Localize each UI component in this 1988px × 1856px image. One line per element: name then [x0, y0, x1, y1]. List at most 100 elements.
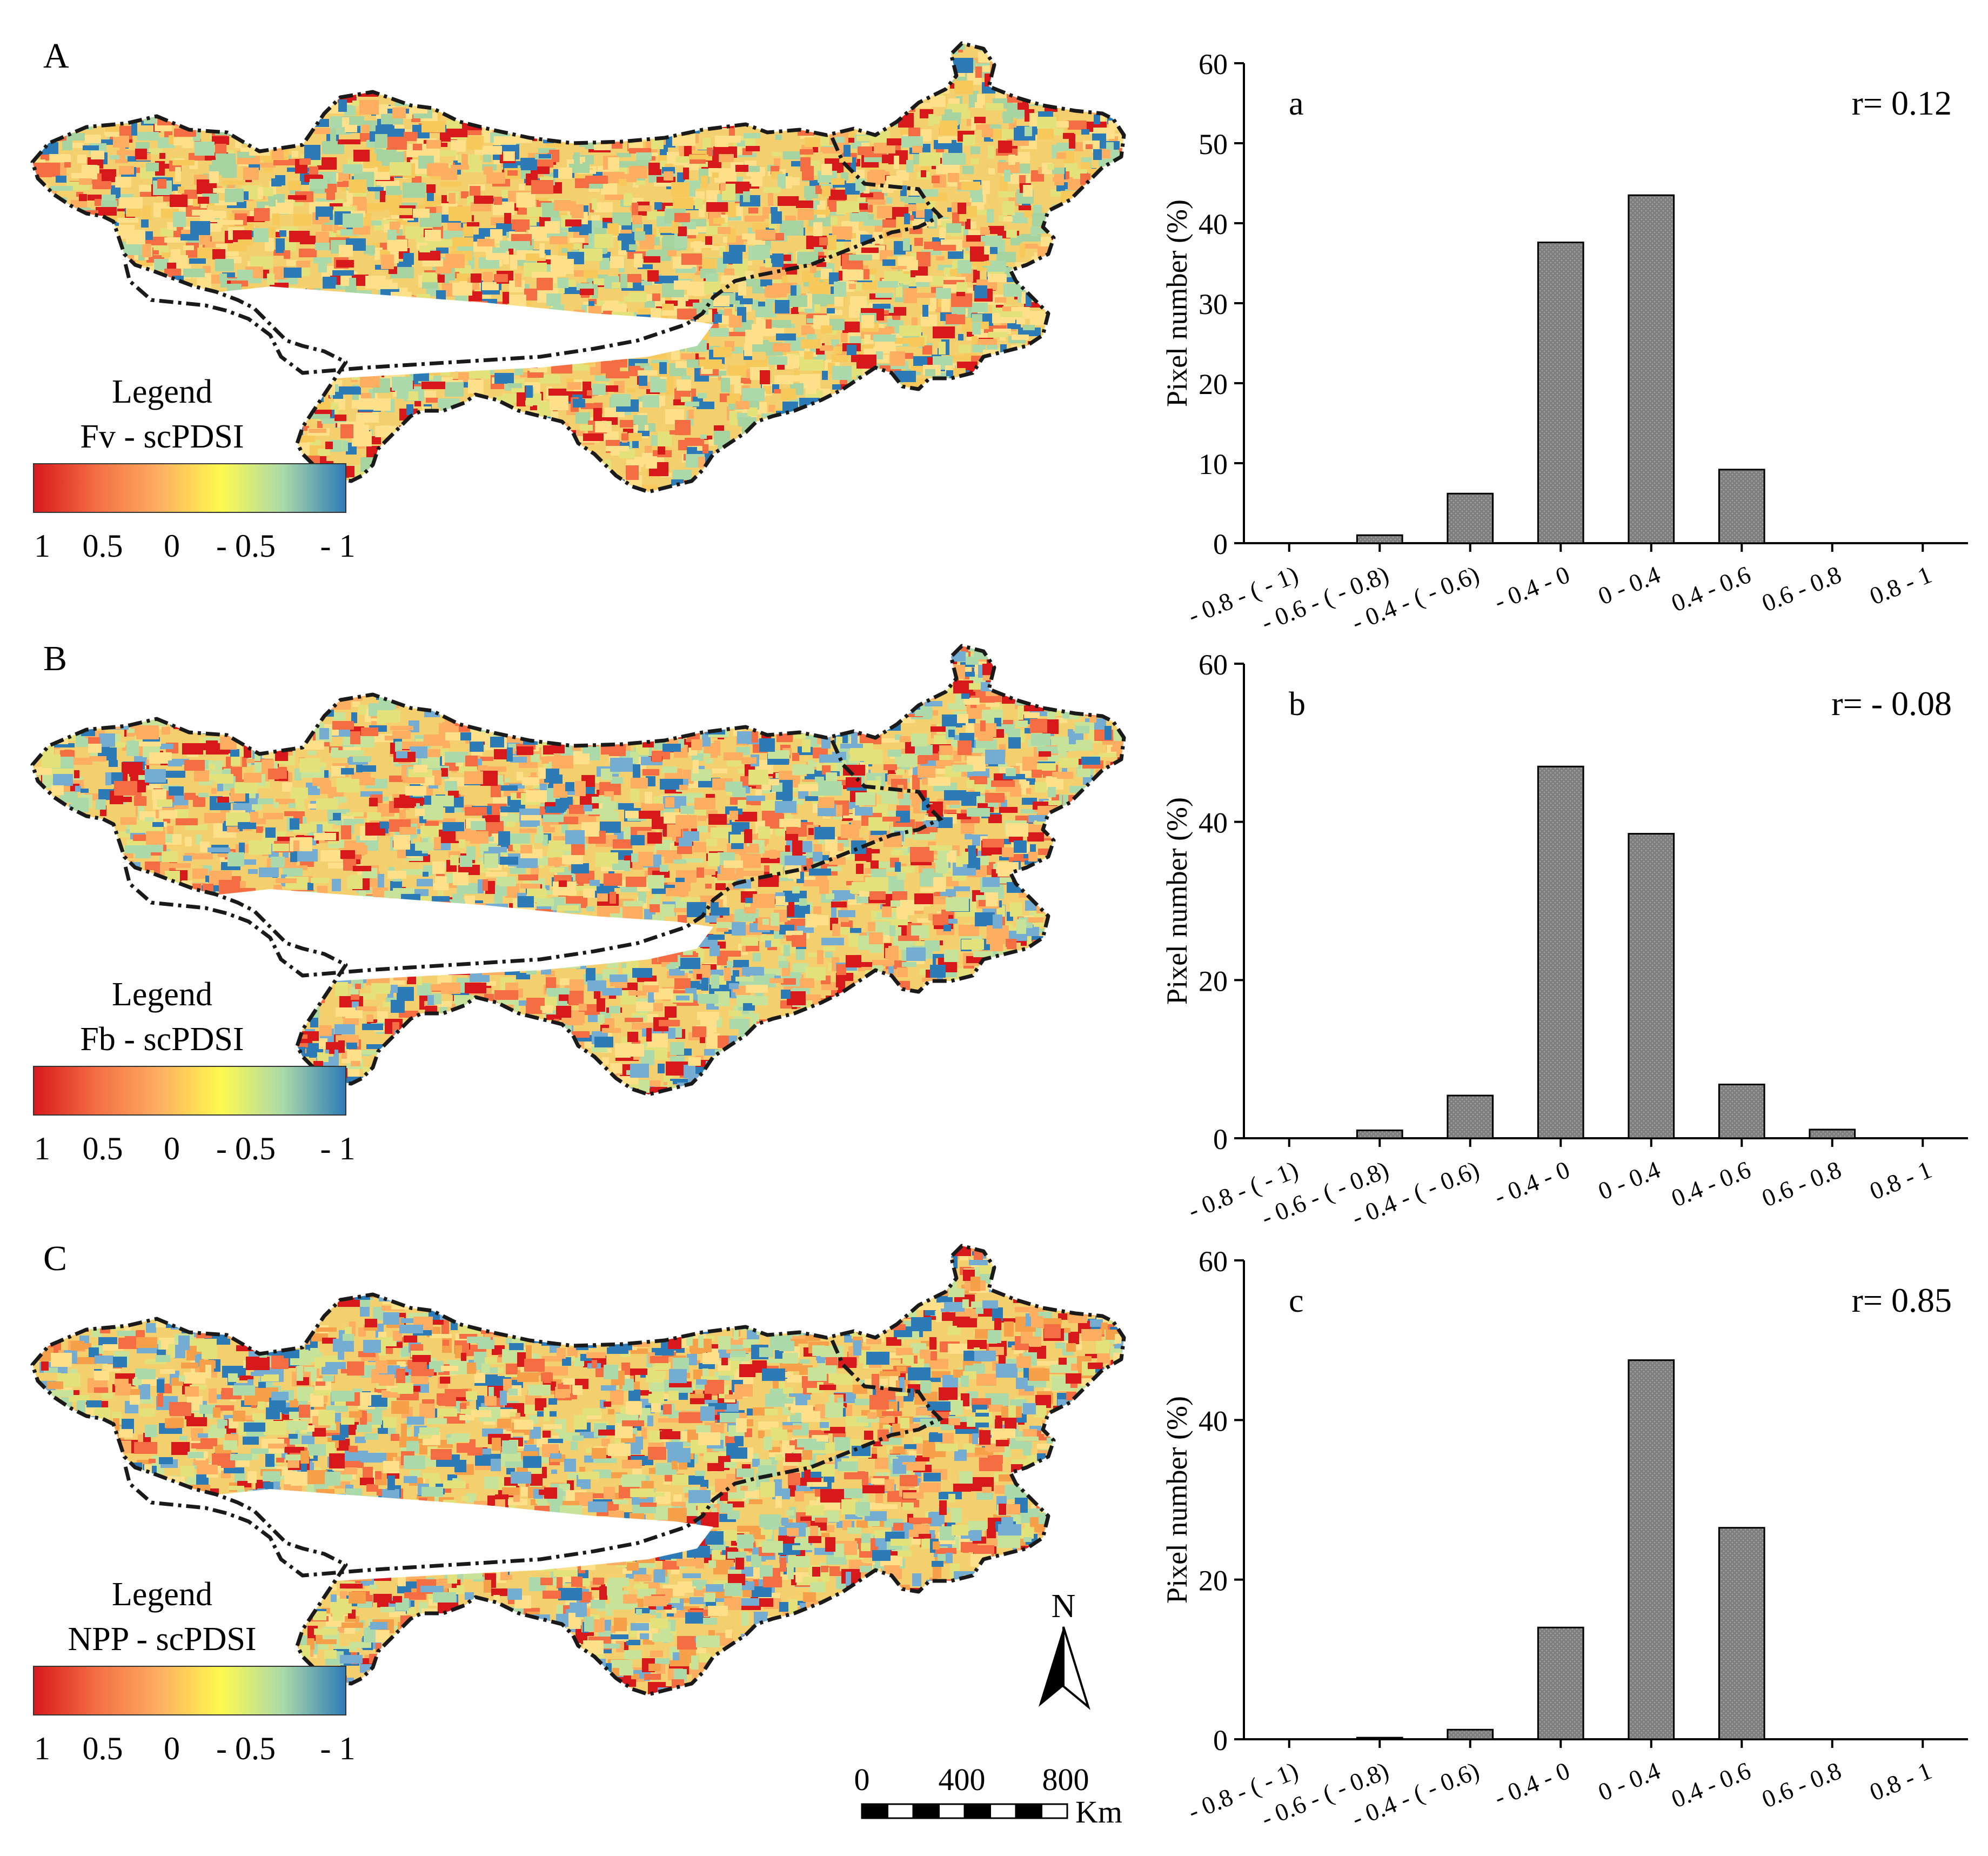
x-tick-label: 0.8 - 1 [1866, 1156, 1936, 1205]
scale-bar-segment [963, 1803, 991, 1819]
north-arrow-right [1062, 1626, 1090, 1710]
colorbar-tick-label: 0 [164, 528, 180, 564]
colorbar-tick-label: 0 [164, 1731, 180, 1766]
legend-title: Legend [112, 1576, 212, 1613]
colorbar [33, 463, 346, 513]
colorbar-tick-label: - 0.5 [216, 1731, 276, 1766]
x-tick-label: 0.6 - 0.8 [1758, 560, 1845, 617]
map-panel-label: B [43, 639, 67, 678]
colorbar [33, 1666, 346, 1715]
colorbar [33, 1066, 346, 1116]
province-boundary [122, 137, 943, 375]
map-panel-c: C Legend NPP - scPDSI 1 0.5 0 - 0.5 - 1 [30, 1239, 1126, 1766]
map-panel-label: C [43, 1239, 67, 1278]
bar-3 [1447, 1728, 1494, 1740]
bar-4 [1537, 1626, 1584, 1740]
y-tick-label: 10 [1199, 448, 1228, 480]
correlation-annotation: r= - 0.08 [1831, 684, 1952, 723]
scale-bar-segment [887, 1803, 914, 1819]
map-panel-label: A [43, 36, 69, 76]
y-tick-label: 40 [1199, 208, 1228, 241]
y-tick-label: 20 [1199, 965, 1228, 997]
legend-variable: Fv - scPDSI [80, 418, 244, 455]
colorbar-tick-label: 0.5 [83, 1131, 123, 1166]
scale-bar-tick-label: 0 [854, 1762, 870, 1797]
map-panel-a: A Legend Fv - scPDSI 1 0.5 0 - 0.5 - 1 [30, 36, 1126, 564]
x-tick-label: 0 - 0.4 [1594, 1156, 1664, 1205]
x-tick-label: 0 - 0.4 [1594, 560, 1664, 610]
bar-7 [1809, 1129, 1856, 1139]
legend-variable: NPP - scPDSI [68, 1621, 256, 1658]
chart-panel-label: c [1289, 1283, 1304, 1319]
x-tick-label: 0.8 - 1 [1866, 560, 1936, 610]
y-axis-label: Pixel number (%) [1161, 797, 1193, 1005]
scale-bar-segment [938, 1803, 966, 1819]
colorbar-tick-label: - 1 [320, 1131, 356, 1166]
legend-title: Legend [112, 976, 212, 1013]
charts-layer: 0 10 20 30 40 50 60 Pixel number (%) a r= 0.12 - 0… [1161, 48, 1968, 1833]
colorbar-tick-label: - 1 [320, 528, 356, 564]
bar-4 [1537, 765, 1584, 1139]
bar-3 [1447, 492, 1494, 544]
y-axis-label: Pixel number (%) [1161, 1396, 1193, 1604]
colorbar-tick-label: - 0.5 [216, 1131, 276, 1166]
y-tick-label: 20 [1199, 368, 1228, 400]
y-tick-label: 0 [1213, 528, 1228, 560]
correlation-annotation: r= 0.12 [1852, 84, 1952, 122]
bar-3 [1447, 1094, 1494, 1139]
legend-title: Legend [112, 373, 212, 410]
bar-2 [1356, 534, 1403, 544]
bar-chart-a: 0 10 20 30 40 50 60 Pixel number (%) a r= 0.12 - 0… [1161, 48, 1968, 637]
x-tick-label: 0.6 - 0.8 [1758, 1156, 1845, 1212]
correlation-annotation: r= 0.85 [1852, 1281, 1952, 1319]
north-arrow-label: N [1052, 1588, 1076, 1625]
scale-bar-segment [861, 1803, 888, 1819]
province-boundary [122, 1339, 943, 1578]
scale-bar-segment [1041, 1803, 1068, 1819]
x-tick-label: 0.8 - 1 [1866, 1757, 1936, 1806]
y-axis-label: Pixel number (%) [1161, 199, 1193, 407]
north-arrow-left [1039, 1627, 1063, 1707]
bar-5 [1628, 1359, 1675, 1740]
scale-bar-unit: Km [1075, 1794, 1122, 1830]
y-tick-label: 60 [1199, 649, 1228, 681]
province-boundary [122, 739, 943, 978]
bar-6 [1718, 1083, 1765, 1139]
colorbar-tick-label: - 1 [320, 1731, 356, 1766]
colorbar-tick-label: - 0.5 [216, 528, 276, 564]
x-tick-label: 0.6 - 0.8 [1758, 1757, 1845, 1813]
y-tick-label: 60 [1199, 1245, 1228, 1278]
chart-panel-label: b [1289, 686, 1306, 723]
scale-bar-tick-label: 400 [939, 1762, 986, 1797]
colorbar-tick-label: 0 [164, 1131, 180, 1166]
bar-6 [1718, 469, 1765, 544]
x-tick-label: - 0.4 - 0 [1490, 560, 1574, 616]
scale-bar-segment [912, 1803, 940, 1819]
colorbar-tick-label: 1 [34, 1131, 50, 1166]
y-tick-label: 20 [1199, 1565, 1228, 1597]
region-boundary [30, 41, 1126, 494]
y-tick-label: 50 [1199, 128, 1228, 161]
x-tick-label: 0.4 - 0.6 [1668, 1757, 1755, 1813]
map-panel-b: B Legend Fb - scPDSI 1 0.5 0 - 0.5 - 1 [30, 639, 1126, 1166]
scale-bar-segment [989, 1803, 1017, 1819]
x-tick-label: - 0.4 - 0 [1490, 1156, 1574, 1211]
legend-variable: Fb - scPDSI [80, 1021, 244, 1058]
y-tick-label: 30 [1199, 288, 1228, 321]
y-tick-label: 40 [1199, 1405, 1228, 1437]
colorbar-tick-label: 0.5 [83, 528, 123, 564]
x-tick-label: 0.4 - 0.6 [1668, 1156, 1755, 1212]
y-tick-label: 40 [1199, 807, 1228, 839]
region-boundary [30, 644, 1126, 1097]
region-boundary [30, 1244, 1126, 1697]
x-tick-label: - 0.4 - 0 [1490, 1757, 1574, 1812]
scale-bar-segment [1015, 1803, 1042, 1819]
y-tick-label: 60 [1199, 48, 1228, 81]
scale-bar-tick-label: 800 [1042, 1762, 1089, 1797]
x-tick-label: 0.4 - 0.6 [1668, 560, 1755, 617]
y-tick-label: 0 [1213, 1123, 1228, 1156]
bar-5 [1628, 833, 1675, 1139]
